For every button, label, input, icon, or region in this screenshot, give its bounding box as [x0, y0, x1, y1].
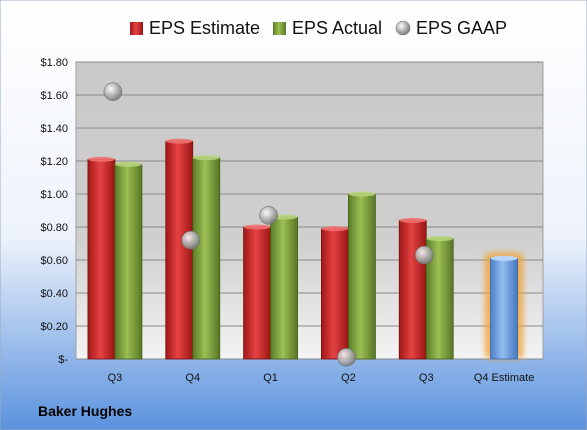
legend-item: EPS GAAP	[395, 18, 507, 38]
x-tick-label: Q2	[341, 372, 356, 384]
eps-gaap-marker	[181, 230, 201, 250]
x-axis-ticks: Q3 Q4 Q1 Q2 Q3 Q4 Estimate	[108, 372, 535, 384]
eps-estimate-bar	[87, 158, 116, 360]
eps-estimate-bar	[321, 228, 349, 360]
eps-next-estimate-bar	[490, 257, 518, 360]
gaap-markers	[103, 82, 434, 367]
bar-cap	[321, 226, 349, 232]
eps-gaap-marker	[414, 245, 434, 265]
plot-area	[75, 61, 544, 360]
eps-actual-bar	[192, 157, 221, 360]
y-axis-ticks: $- $0.20 $0.40 $0.60 $0.80 $1.00 $1.20 $1.40 $1.…	[40, 57, 68, 366]
x-tick-label: Q3	[108, 372, 123, 384]
y-tick-label: $1.20	[40, 156, 68, 168]
y-tick-label: $1.60	[40, 90, 68, 102]
y-tick-label: $1.40	[40, 123, 68, 135]
legend-swatch	[395, 20, 411, 36]
y-tick-label: $0.60	[40, 255, 68, 267]
y-tick-label: $0.40	[40, 288, 68, 300]
eps-actual-bar	[348, 193, 376, 360]
x-tick-label: Q4 Estimate	[474, 372, 535, 384]
legend-swatch	[130, 22, 143, 35]
y-tick-label: $0.20	[40, 321, 68, 333]
bar-cap	[165, 138, 193, 144]
bar-cap	[399, 217, 427, 223]
legend-label: EPS Estimate	[149, 18, 260, 38]
bar-cap	[426, 236, 454, 242]
eps-estimate-bar	[243, 226, 271, 360]
legend-label: EPS Actual	[292, 18, 382, 38]
y-tick-label: $0.80	[40, 222, 68, 234]
bars	[87, 138, 524, 360]
grid-lines	[76, 61, 543, 360]
eps-estimate-bar	[165, 140, 194, 360]
legend: EPS Estimate EPS Actual EPS GAAP	[130, 18, 507, 38]
bar-cap	[243, 224, 271, 230]
y-tick-label: $1.80	[40, 57, 68, 69]
legend-label: EPS GAAP	[416, 18, 507, 38]
legend-item: EPS Estimate	[130, 18, 260, 38]
legend-item: EPS Actual	[273, 18, 382, 38]
bar-cap	[114, 161, 142, 167]
eps-actual-bar	[114, 163, 143, 360]
bar-cap	[87, 156, 115, 162]
eps-gaap-marker	[259, 206, 278, 225]
x-tick-label: Q1	[263, 372, 278, 384]
y-tick-label: $1.00	[40, 189, 68, 201]
eps-gaap-marker	[103, 82, 123, 101]
eps-actual-bar	[270, 216, 298, 360]
bar-cap	[490, 255, 518, 261]
eps-gaap-marker	[337, 348, 356, 367]
company-name: Baker Hughes	[38, 403, 132, 419]
x-tick-label: Q4	[185, 372, 200, 384]
x-tick-label: Q3	[419, 372, 434, 384]
bar-cap	[348, 191, 376, 197]
bar-cap	[192, 155, 220, 161]
y-tick-label: $-	[58, 354, 68, 366]
legend-swatch	[273, 22, 286, 35]
eps-estimate-bar	[398, 219, 427, 360]
